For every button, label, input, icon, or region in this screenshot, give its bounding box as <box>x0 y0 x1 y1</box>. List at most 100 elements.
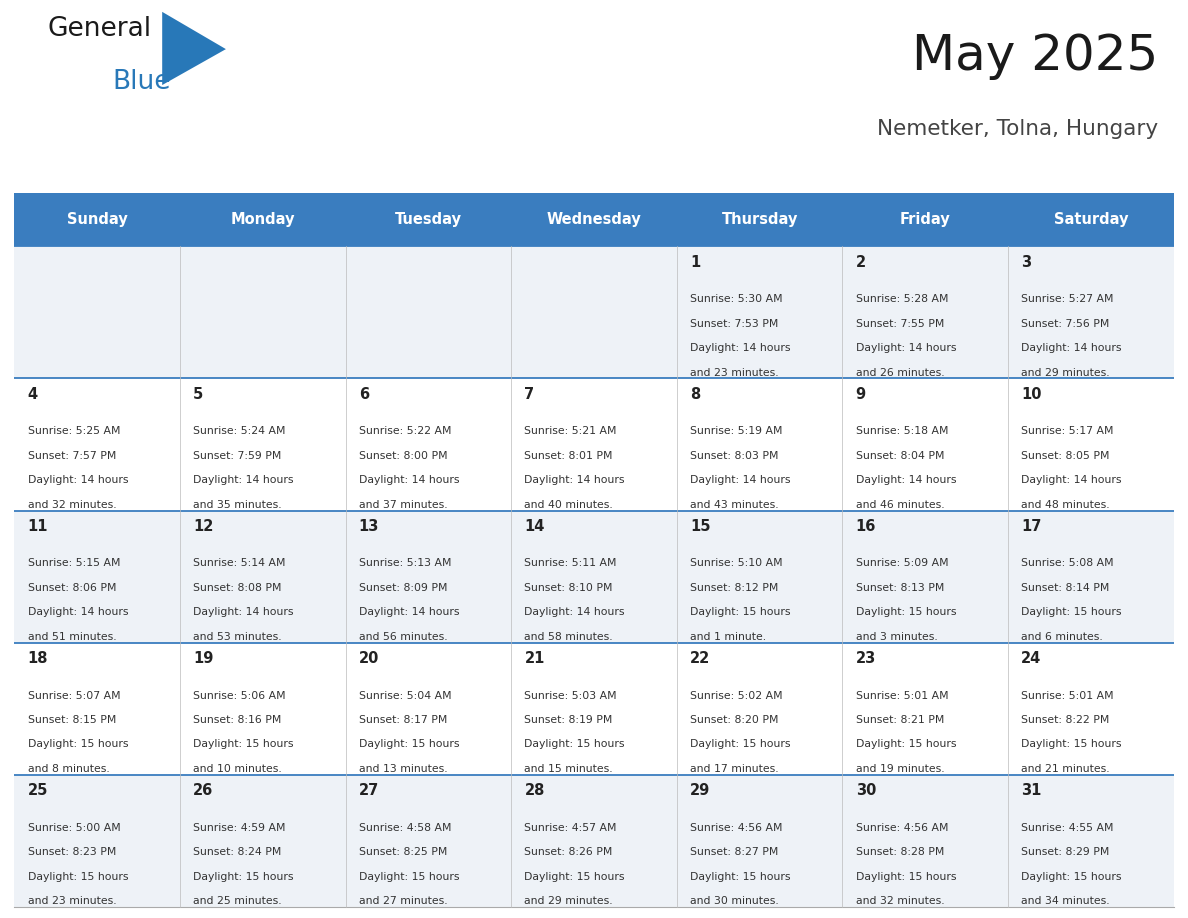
Text: and 34 minutes.: and 34 minutes. <box>1022 896 1110 906</box>
Text: 13: 13 <box>359 520 379 534</box>
Text: 15: 15 <box>690 520 710 534</box>
Text: Daylight: 15 hours: Daylight: 15 hours <box>194 740 293 749</box>
Text: 9: 9 <box>855 387 866 402</box>
Text: and 8 minutes.: and 8 minutes. <box>27 764 109 774</box>
Text: and 23 minutes.: and 23 minutes. <box>27 896 116 906</box>
Text: Daylight: 14 hours: Daylight: 14 hours <box>359 476 460 486</box>
Text: and 29 minutes.: and 29 minutes. <box>1022 367 1110 377</box>
Text: 20: 20 <box>359 651 379 666</box>
Text: 27: 27 <box>359 783 379 799</box>
Text: Daylight: 14 hours: Daylight: 14 hours <box>855 476 956 486</box>
Text: Sunset: 8:23 PM: Sunset: 8:23 PM <box>27 847 116 857</box>
Text: Daylight: 14 hours: Daylight: 14 hours <box>359 608 460 617</box>
Text: Sunrise: 5:28 AM: Sunrise: 5:28 AM <box>855 294 948 304</box>
Text: Wednesday: Wednesday <box>546 212 642 227</box>
Text: and 25 minutes.: and 25 minutes. <box>194 896 282 906</box>
Bar <box>346 193 511 246</box>
Text: Daylight: 15 hours: Daylight: 15 hours <box>855 608 956 617</box>
Text: and 17 minutes.: and 17 minutes. <box>690 764 778 774</box>
Text: Friday: Friday <box>899 212 950 227</box>
Text: Sunset: 8:06 PM: Sunset: 8:06 PM <box>27 583 116 593</box>
Text: Sunset: 8:15 PM: Sunset: 8:15 PM <box>27 715 116 725</box>
Text: and 48 minutes.: and 48 minutes. <box>1022 499 1110 509</box>
Text: Sunrise: 5:27 AM: Sunrise: 5:27 AM <box>1022 294 1114 304</box>
Polygon shape <box>163 12 226 85</box>
Text: Sunset: 8:12 PM: Sunset: 8:12 PM <box>690 583 778 593</box>
Text: Sunset: 8:04 PM: Sunset: 8:04 PM <box>855 451 944 461</box>
Text: Sunset: 8:05 PM: Sunset: 8:05 PM <box>1022 451 1110 461</box>
Text: Daylight: 15 hours: Daylight: 15 hours <box>524 740 625 749</box>
Text: Daylight: 15 hours: Daylight: 15 hours <box>359 740 460 749</box>
Text: Daylight: 15 hours: Daylight: 15 hours <box>524 871 625 881</box>
Bar <box>14 775 1174 907</box>
Text: and 27 minutes.: and 27 minutes. <box>359 896 448 906</box>
Text: 11: 11 <box>27 520 48 534</box>
Text: Sunset: 8:19 PM: Sunset: 8:19 PM <box>524 715 613 725</box>
Text: 18: 18 <box>27 651 48 666</box>
Text: Sunrise: 5:11 AM: Sunrise: 5:11 AM <box>524 558 617 568</box>
Text: and 46 minutes.: and 46 minutes. <box>855 499 944 509</box>
Text: Sunrise: 5:21 AM: Sunrise: 5:21 AM <box>524 426 617 436</box>
Bar <box>511 193 677 246</box>
Bar <box>677 193 842 246</box>
Text: Blue: Blue <box>112 69 171 95</box>
Text: and 3 minutes.: and 3 minutes. <box>855 632 937 642</box>
Text: Daylight: 15 hours: Daylight: 15 hours <box>690 871 790 881</box>
Text: Daylight: 15 hours: Daylight: 15 hours <box>1022 740 1121 749</box>
Text: and 35 minutes.: and 35 minutes. <box>194 499 282 509</box>
Text: and 23 minutes.: and 23 minutes. <box>690 367 778 377</box>
Text: Daylight: 14 hours: Daylight: 14 hours <box>855 343 956 353</box>
Text: Daylight: 14 hours: Daylight: 14 hours <box>690 476 790 486</box>
Text: and 21 minutes.: and 21 minutes. <box>1022 764 1110 774</box>
Text: and 32 minutes.: and 32 minutes. <box>27 499 116 509</box>
Text: Daylight: 15 hours: Daylight: 15 hours <box>855 871 956 881</box>
Text: 30: 30 <box>855 783 876 799</box>
Text: 5: 5 <box>194 387 203 402</box>
Text: Sunrise: 4:59 AM: Sunrise: 4:59 AM <box>194 823 285 833</box>
Text: Sunset: 8:01 PM: Sunset: 8:01 PM <box>524 451 613 461</box>
Text: 29: 29 <box>690 783 710 799</box>
Text: Sunrise: 5:06 AM: Sunrise: 5:06 AM <box>194 690 286 700</box>
Text: Sunrise: 5:13 AM: Sunrise: 5:13 AM <box>359 558 451 568</box>
Text: 7: 7 <box>524 387 535 402</box>
Text: Daylight: 15 hours: Daylight: 15 hours <box>1022 608 1121 617</box>
Text: Sunset: 7:57 PM: Sunset: 7:57 PM <box>27 451 116 461</box>
Text: Sunrise: 5:09 AM: Sunrise: 5:09 AM <box>855 558 948 568</box>
Text: Daylight: 14 hours: Daylight: 14 hours <box>194 608 293 617</box>
Text: Daylight: 14 hours: Daylight: 14 hours <box>1022 476 1121 486</box>
Text: Sunrise: 5:02 AM: Sunrise: 5:02 AM <box>690 690 783 700</box>
Text: and 10 minutes.: and 10 minutes. <box>194 764 282 774</box>
Text: Sunrise: 5:17 AM: Sunrise: 5:17 AM <box>1022 426 1114 436</box>
Text: Daylight: 15 hours: Daylight: 15 hours <box>359 871 460 881</box>
Text: 21: 21 <box>524 651 545 666</box>
Text: Monday: Monday <box>230 212 295 227</box>
Text: Sunset: 8:16 PM: Sunset: 8:16 PM <box>194 715 282 725</box>
Text: and 37 minutes.: and 37 minutes. <box>359 499 448 509</box>
Text: Sunrise: 5:10 AM: Sunrise: 5:10 AM <box>690 558 783 568</box>
Text: and 32 minutes.: and 32 minutes. <box>855 896 944 906</box>
Text: and 56 minutes.: and 56 minutes. <box>359 632 448 642</box>
Text: 16: 16 <box>855 520 876 534</box>
Text: Sunday: Sunday <box>67 212 127 227</box>
Text: Sunset: 8:28 PM: Sunset: 8:28 PM <box>855 847 944 857</box>
Text: Thursday: Thursday <box>721 212 798 227</box>
Text: Tuesday: Tuesday <box>394 212 462 227</box>
Text: 8: 8 <box>690 387 700 402</box>
Text: Daylight: 15 hours: Daylight: 15 hours <box>27 740 128 749</box>
Text: Sunset: 7:55 PM: Sunset: 7:55 PM <box>855 319 944 329</box>
Text: Daylight: 14 hours: Daylight: 14 hours <box>524 476 625 486</box>
Text: Sunset: 8:22 PM: Sunset: 8:22 PM <box>1022 715 1110 725</box>
Text: Daylight: 14 hours: Daylight: 14 hours <box>690 343 790 353</box>
Text: Sunset: 8:24 PM: Sunset: 8:24 PM <box>194 847 282 857</box>
Text: Sunrise: 5:18 AM: Sunrise: 5:18 AM <box>855 426 948 436</box>
Text: Sunrise: 5:01 AM: Sunrise: 5:01 AM <box>855 690 948 700</box>
Text: Daylight: 14 hours: Daylight: 14 hours <box>1022 343 1121 353</box>
Text: Daylight: 15 hours: Daylight: 15 hours <box>27 871 128 881</box>
Text: Sunset: 8:08 PM: Sunset: 8:08 PM <box>194 583 282 593</box>
Text: and 40 minutes.: and 40 minutes. <box>524 499 613 509</box>
Text: Daylight: 15 hours: Daylight: 15 hours <box>855 740 956 749</box>
Text: 1: 1 <box>690 255 700 270</box>
Text: 3: 3 <box>1022 255 1031 270</box>
Bar <box>14 246 1174 378</box>
Text: and 1 minute.: and 1 minute. <box>690 632 766 642</box>
